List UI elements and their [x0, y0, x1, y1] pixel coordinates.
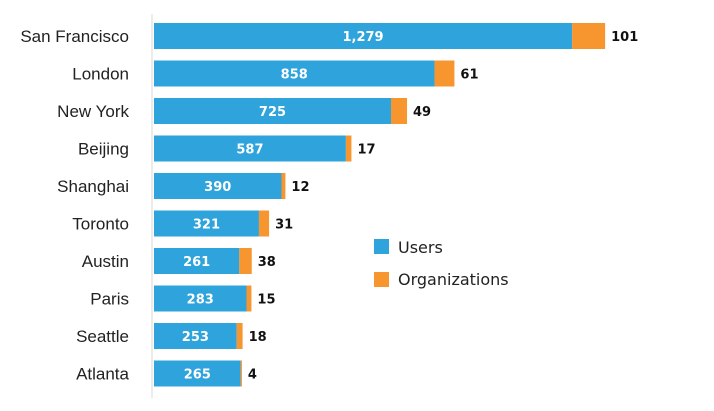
bar-organizations-shanghai [281, 173, 286, 199]
bar-users-new-york [154, 98, 392, 124]
category-label-toronto: Toronto [72, 215, 129, 234]
data-label-organizations-shanghai: 12 [291, 180, 309, 195]
data-label-organizations-paris: 15 [257, 293, 275, 308]
legend: Users Organizations [374, 238, 509, 289]
data-label-users-seattle: 253 [182, 330, 209, 345]
data-label-users-new-york: 725 [259, 105, 286, 120]
category-label-san-francisco: San Francisco [20, 27, 129, 46]
data-label-organizations-beijing: 17 [357, 143, 375, 158]
bar-users-austin [154, 248, 240, 274]
bar-organizations-paris [246, 285, 252, 312]
bar-users-atlanta [154, 360, 241, 387]
category-label-new-york: New York [57, 102, 129, 121]
bar-users-beijing [154, 135, 346, 162]
bar-organizations-san-francisco [572, 23, 606, 49]
data-label-users-austin: 261 [183, 255, 210, 270]
data-label-users-san-francisco: 1,279 [342, 30, 383, 45]
data-label-organizations-toronto: 31 [275, 218, 293, 233]
bar-organizations-atlanta [240, 360, 242, 387]
category-label-austin: Austin [82, 252, 129, 271]
bar-users-paris [154, 285, 247, 312]
bar-organizations-austin [239, 248, 252, 274]
data-label-users-paris: 283 [187, 293, 214, 308]
bar-organizations-beijing [345, 135, 352, 162]
data-label-organizations-london: 61 [460, 68, 478, 83]
bar-users-shanghai [154, 173, 282, 199]
data-label-users-london: 858 [281, 68, 308, 83]
legend-swatch-organizations [374, 272, 389, 287]
data-label-organizations-san-francisco: 101 [611, 30, 638, 45]
category-label-beijing: Beijing [78, 140, 129, 159]
bars-group: San Francisco 1,279 101 London 858 61 New York… [20, 23, 638, 387]
data-label-users-atlanta: 265 [184, 368, 211, 383]
legend-label-organizations: Organizations [398, 270, 509, 289]
data-label-organizations-atlanta: 4 [248, 368, 257, 383]
data-label-organizations-austin: 38 [258, 255, 276, 270]
bar-users-toronto [154, 210, 259, 237]
bar-users-london [154, 60, 435, 87]
data-label-organizations-seattle: 18 [249, 330, 267, 345]
data-label-organizations-new-york: 49 [413, 105, 431, 120]
data-label-users-toronto: 321 [193, 218, 220, 233]
data-label-users-beijing: 587 [236, 143, 263, 158]
legend-label-users: Users [398, 238, 443, 257]
bar-organizations-london [434, 60, 455, 87]
category-label-seattle: Seattle [76, 327, 129, 346]
legend-swatch-users [374, 239, 389, 254]
bar-organizations-seattle [236, 323, 243, 349]
category-label-atlanta: Atlanta [76, 365, 129, 384]
bar-organizations-toronto [258, 210, 270, 237]
category-label-shanghai: Shanghai [57, 177, 129, 196]
bar-organizations-new-york [391, 98, 408, 124]
bar-users-san-francisco [154, 23, 573, 49]
bar-users-seattle [154, 323, 237, 349]
category-label-london: London [72, 65, 129, 84]
category-label-paris: Paris [90, 290, 129, 309]
data-label-users-shanghai: 390 [204, 180, 231, 195]
